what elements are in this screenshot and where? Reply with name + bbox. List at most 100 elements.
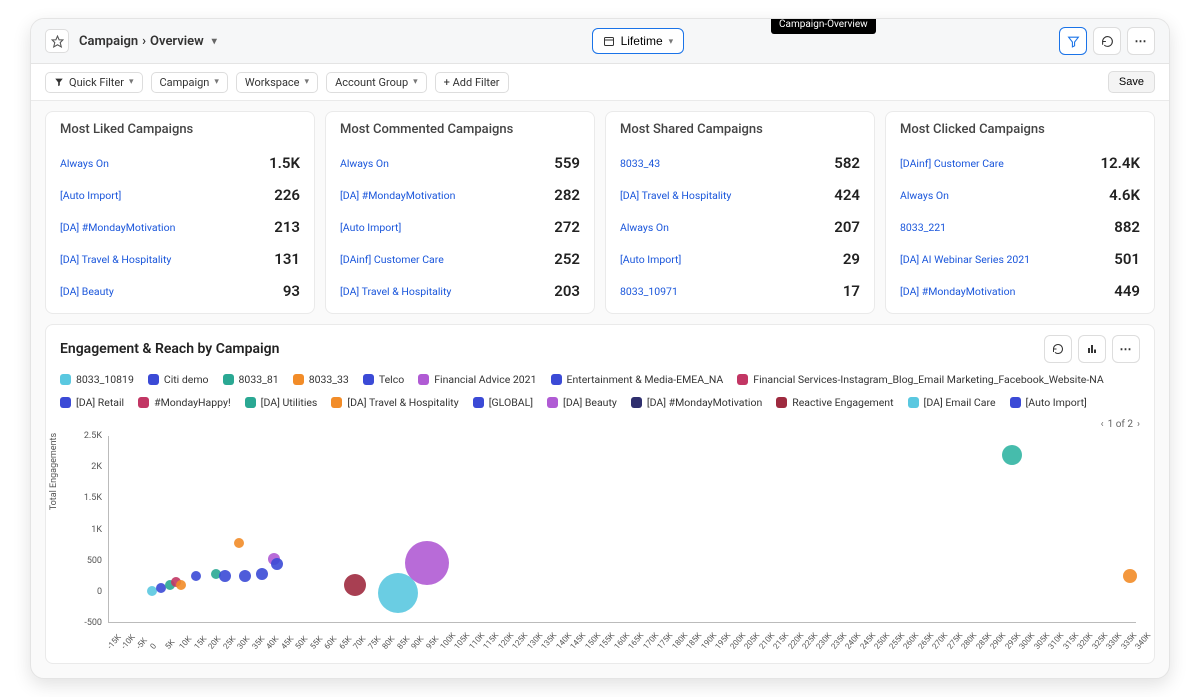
card-row-label: [DAinf] Customer Care <box>340 253 444 266</box>
card-row[interactable]: 8033_43 582 <box>620 147 860 179</box>
legend-item[interactable]: [DA] #MondayMotivation <box>631 396 762 409</box>
card-row[interactable]: [DA] Travel & Hospitality 203 <box>340 275 580 307</box>
card-row[interactable]: Always On 4.6K <box>900 179 1140 211</box>
legend-item[interactable]: Financial Services-Instagram_Blog_Email … <box>737 373 1103 386</box>
chart-bubble[interactable] <box>191 571 201 581</box>
filter-chip[interactable]: Workspace▾ <box>236 72 318 93</box>
card-row[interactable]: [Auto Import] 226 <box>60 179 300 211</box>
chevron-right-icon[interactable]: › <box>1137 419 1140 430</box>
chart-type-button[interactable] <box>1078 335 1106 363</box>
card-title: Most Clicked Campaigns <box>900 122 1140 137</box>
card-row[interactable]: [Auto Import] 29 <box>620 243 860 275</box>
legend-item[interactable]: #MondayHappy! <box>138 396 231 409</box>
card-row-label: [DA] Travel & Hospitality <box>620 189 731 202</box>
legend-item[interactable]: 8033_81 <box>223 373 279 386</box>
legend-item[interactable]: Reactive Engagement <box>776 396 893 409</box>
legend-item[interactable]: [GLOBAL] <box>473 396 533 409</box>
card-row[interactable]: [DA] AI Webinar Series 2021 501 <box>900 243 1140 275</box>
card-row-value: 226 <box>274 186 300 204</box>
chart-bubble[interactable] <box>176 580 186 590</box>
refresh-icon <box>1101 35 1114 48</box>
time-range-button[interactable]: Lifetime ▾ <box>592 28 685 54</box>
card-row[interactable]: [DAinf] Customer Care 252 <box>340 243 580 275</box>
legend-label: Financial Services-Instagram_Blog_Email … <box>753 373 1103 386</box>
x-tick: 40K <box>265 634 281 651</box>
chart-bubble[interactable] <box>256 568 268 580</box>
card-row[interactable]: Always On 207 <box>620 211 860 243</box>
x-tick: 190K <box>699 631 718 651</box>
more-button[interactable]: ⋯ <box>1127 27 1155 55</box>
summary-card: Most Commented Campaigns Always On 559 [… <box>325 111 595 314</box>
chart-bubble[interactable] <box>239 570 251 582</box>
quick-filter-button[interactable]: Quick Filter ▾ <box>45 72 143 93</box>
legend-item[interactable]: [DA] Utilities <box>245 396 318 409</box>
chart-bubble[interactable] <box>271 558 283 570</box>
chevron-down-icon: ▾ <box>214 77 219 87</box>
breadcrumb-sep: › <box>142 34 146 49</box>
chart-more-button[interactable]: ⋯ <box>1112 335 1140 363</box>
add-filter-label: + Add Filter <box>444 76 500 89</box>
chart-plot[interactable] <box>108 436 1136 623</box>
save-button[interactable]: Save <box>1108 71 1155 93</box>
legend-item[interactable]: [DA] Retail <box>60 396 124 409</box>
legend-item[interactable]: [DA] Travel & Hospitality <box>331 396 458 409</box>
filter-chip[interactable]: Account Group▾ <box>326 72 427 93</box>
legend-item[interactable]: 8033_33 <box>293 373 349 386</box>
chart-bubble[interactable] <box>344 574 366 596</box>
refresh-button[interactable] <box>1093 27 1121 55</box>
card-row-label: [DA] #MondayMotivation <box>340 189 455 202</box>
breadcrumb[interactable]: Campaign › Overview ▾ <box>79 34 217 49</box>
star-icon <box>51 35 64 48</box>
card-row-value: 559 <box>554 154 580 172</box>
chart-refresh-button[interactable] <box>1044 335 1072 363</box>
card-row[interactable]: [DA] #MondayMotivation 213 <box>60 211 300 243</box>
chart-bubble[interactable] <box>1123 569 1137 583</box>
filter-label: Account Group <box>335 76 408 89</box>
card-row[interactable]: [DA] #MondayMotivation 449 <box>900 275 1140 307</box>
legend-item[interactable]: Entertainment & Media-EMEA_NA <box>551 373 724 386</box>
filter-toggle-button[interactable] <box>1059 27 1087 55</box>
legend-label: Reactive Engagement <box>792 396 893 409</box>
x-tick: 45K <box>279 634 295 651</box>
legend-item[interactable]: Telco <box>363 373 404 386</box>
legend-swatch <box>473 397 484 408</box>
card-row[interactable]: 8033_221 882 <box>900 211 1140 243</box>
chart-bubble[interactable] <box>1002 445 1022 465</box>
legend-swatch <box>418 374 429 385</box>
card-row[interactable]: [DA] #MondayMotivation 282 <box>340 179 580 211</box>
card-row-label: [Auto Import] <box>340 221 401 234</box>
legend-swatch <box>148 374 159 385</box>
card-row[interactable]: 8033_10971 17 <box>620 275 860 307</box>
chart-bubble[interactable] <box>219 570 231 582</box>
legend-label: 8033_33 <box>309 373 349 386</box>
filter-chip[interactable]: Campaign▾ <box>151 72 228 93</box>
chart-legend: 8033_10819 Citi demo 8033_81 8033_33 Telco Fi… <box>60 373 1140 430</box>
card-row[interactable]: Always On 1.5K <box>60 147 300 179</box>
chart-bubble[interactable] <box>405 541 449 585</box>
add-filter-button[interactable]: + Add Filter <box>435 72 509 93</box>
x-tick: 5K <box>163 638 176 651</box>
card-row[interactable]: [Auto Import] 272 <box>340 211 580 243</box>
legend-item[interactable]: [Auto Import] <box>1010 396 1087 409</box>
favorite-button[interactable] <box>45 29 69 53</box>
card-row-label: 8033_221 <box>900 221 946 234</box>
card-row-label: [DA] Travel & Hospitality <box>340 285 451 298</box>
card-row[interactable]: [DAinf] Customer Care 12.4K <box>900 147 1140 179</box>
x-tick: 15K <box>192 634 208 651</box>
y-tick: 2K <box>91 462 102 472</box>
legend-item[interactable]: Financial Advice 2021 <box>418 373 536 386</box>
legend-item[interactable]: [DA] Beauty <box>547 396 617 409</box>
card-row[interactable]: [DA] Beauty 93 <box>60 275 300 307</box>
chevron-left-icon[interactable]: ‹ <box>1101 419 1104 430</box>
chart-bubble[interactable] <box>234 538 244 548</box>
card-row[interactable]: Always On 559 <box>340 147 580 179</box>
legend-pager[interactable]: ‹1 of 2› <box>1101 419 1140 430</box>
card-row-value: 424 <box>834 186 860 204</box>
card-row[interactable]: [DA] Travel & Hospitality 131 <box>60 243 300 275</box>
card-row-value: 272 <box>554 218 580 236</box>
x-tick: 30K <box>236 634 252 651</box>
legend-item[interactable]: [DA] Email Care <box>908 396 996 409</box>
legend-item[interactable]: 8033_10819 <box>60 373 134 386</box>
card-row[interactable]: [DA] Travel & Hospitality 424 <box>620 179 860 211</box>
legend-item[interactable]: Citi demo <box>148 373 209 386</box>
